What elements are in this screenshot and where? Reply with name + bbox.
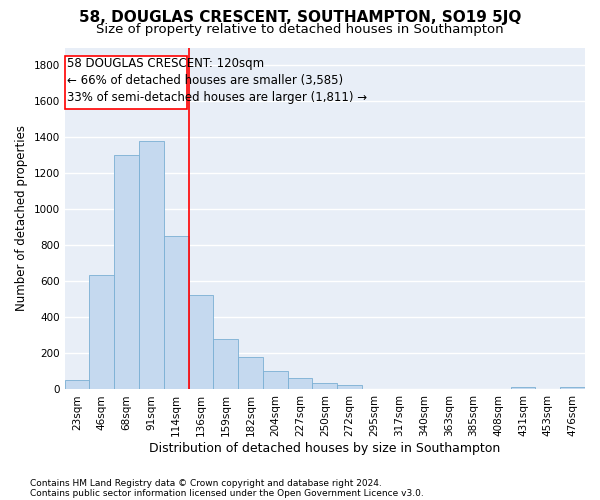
Bar bbox=[511, 387, 535, 390]
Bar bbox=[188, 295, 214, 390]
Bar bbox=[65, 380, 89, 390]
Bar bbox=[263, 372, 287, 390]
Text: Size of property relative to detached houses in Southampton: Size of property relative to detached ho… bbox=[96, 22, 504, 36]
Text: Contains HM Land Registry data © Crown copyright and database right 2024.: Contains HM Land Registry data © Crown c… bbox=[30, 478, 382, 488]
Bar bbox=[287, 378, 313, 390]
Bar bbox=[89, 275, 114, 390]
Text: 58 DOUGLAS CRESCENT: 120sqm
← 66% of detached houses are smaller (3,585)
33% of : 58 DOUGLAS CRESCENT: 120sqm ← 66% of det… bbox=[67, 57, 367, 104]
Bar bbox=[337, 385, 362, 390]
Text: Contains public sector information licensed under the Open Government Licence v3: Contains public sector information licen… bbox=[30, 488, 424, 498]
Bar bbox=[164, 236, 188, 390]
X-axis label: Distribution of detached houses by size in Southampton: Distribution of detached houses by size … bbox=[149, 442, 500, 455]
Bar bbox=[139, 141, 164, 390]
FancyBboxPatch shape bbox=[65, 56, 187, 108]
Y-axis label: Number of detached properties: Number of detached properties bbox=[15, 126, 28, 312]
Bar bbox=[114, 154, 139, 390]
Text: 58, DOUGLAS CRESCENT, SOUTHAMPTON, SO19 5JQ: 58, DOUGLAS CRESCENT, SOUTHAMPTON, SO19 … bbox=[79, 10, 521, 25]
Bar bbox=[560, 387, 585, 390]
Bar bbox=[238, 357, 263, 390]
Bar bbox=[313, 383, 337, 390]
Bar bbox=[214, 339, 238, 390]
